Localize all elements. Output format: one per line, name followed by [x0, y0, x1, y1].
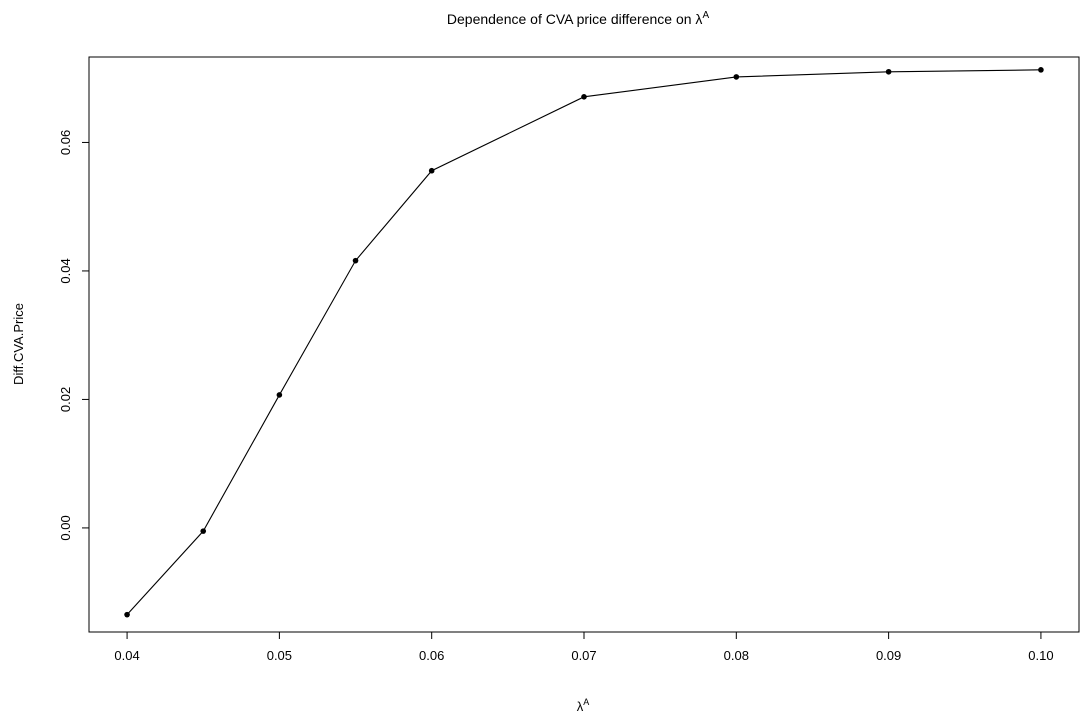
data-point — [1038, 67, 1044, 73]
data-point — [733, 74, 740, 80]
data-point — [124, 611, 130, 618]
x-tick-label: 0.06 — [419, 648, 444, 663]
x-tick-label: 0.04 — [114, 648, 139, 663]
data-point — [428, 167, 435, 174]
x-tick-label: 0.07 — [571, 648, 596, 663]
data-point — [581, 94, 587, 100]
x-tick-label: 0.10 — [1028, 648, 1053, 663]
y-tick-label: 0.00 — [58, 515, 73, 540]
x-tick-label: 0.08 — [724, 648, 749, 663]
y-tick-label: 0.06 — [58, 130, 73, 155]
chart-title: Dependence of CVA price difference on λA — [447, 10, 710, 27]
series-group — [124, 67, 1044, 618]
y-axis-title: Diff.CVA.Price — [11, 303, 26, 385]
y-tick-label: 0.04 — [58, 258, 73, 283]
x-tick-label: 0.09 — [876, 648, 901, 663]
y-tick-label: 0.02 — [58, 387, 73, 412]
x-axis: 0.04 0.05 0.06 0.07 0.08 0.09 0.10 — [114, 632, 1054, 663]
y-axis: 0.00 0.02 0.04 0.06 — [58, 130, 89, 541]
data-point — [885, 68, 892, 75]
data-point — [352, 257, 359, 264]
series-line — [126, 69, 1041, 616]
data-point — [200, 528, 207, 534]
x-axis-title: λA — [577, 697, 590, 714]
x-tick-label: 0.05 — [267, 648, 292, 663]
plot-frame — [88, 56, 1080, 633]
data-point — [276, 392, 283, 398]
